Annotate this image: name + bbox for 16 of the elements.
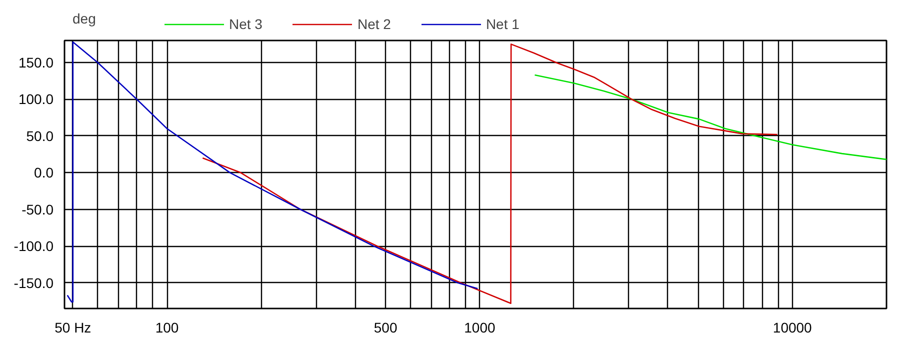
y-axis-title: deg (72, 10, 96, 26)
legend-label: Net 3 (229, 16, 262, 32)
y-tick-label: -100.0 (14, 238, 54, 254)
y-tick-label: 0.0 (34, 164, 54, 181)
x-tick-label: 10000 (772, 320, 812, 336)
y-tick-label: -50.0 (22, 201, 54, 218)
y-tick-label: 100.0 (18, 91, 54, 108)
legend-label: Net 1 (486, 16, 520, 32)
x-tick-label: 50 Hz (54, 320, 92, 336)
legend-label: Net 2 (357, 16, 391, 32)
y-tick-label: 50.0 (26, 128, 54, 144)
x-tick-label: 100 (155, 320, 179, 336)
y-tick-label: -150.0 (14, 274, 54, 291)
x-tick-label: 1000 (464, 320, 496, 336)
y-tick-label: 150.0 (18, 54, 54, 71)
x-tick-label: 500 (374, 320, 398, 336)
